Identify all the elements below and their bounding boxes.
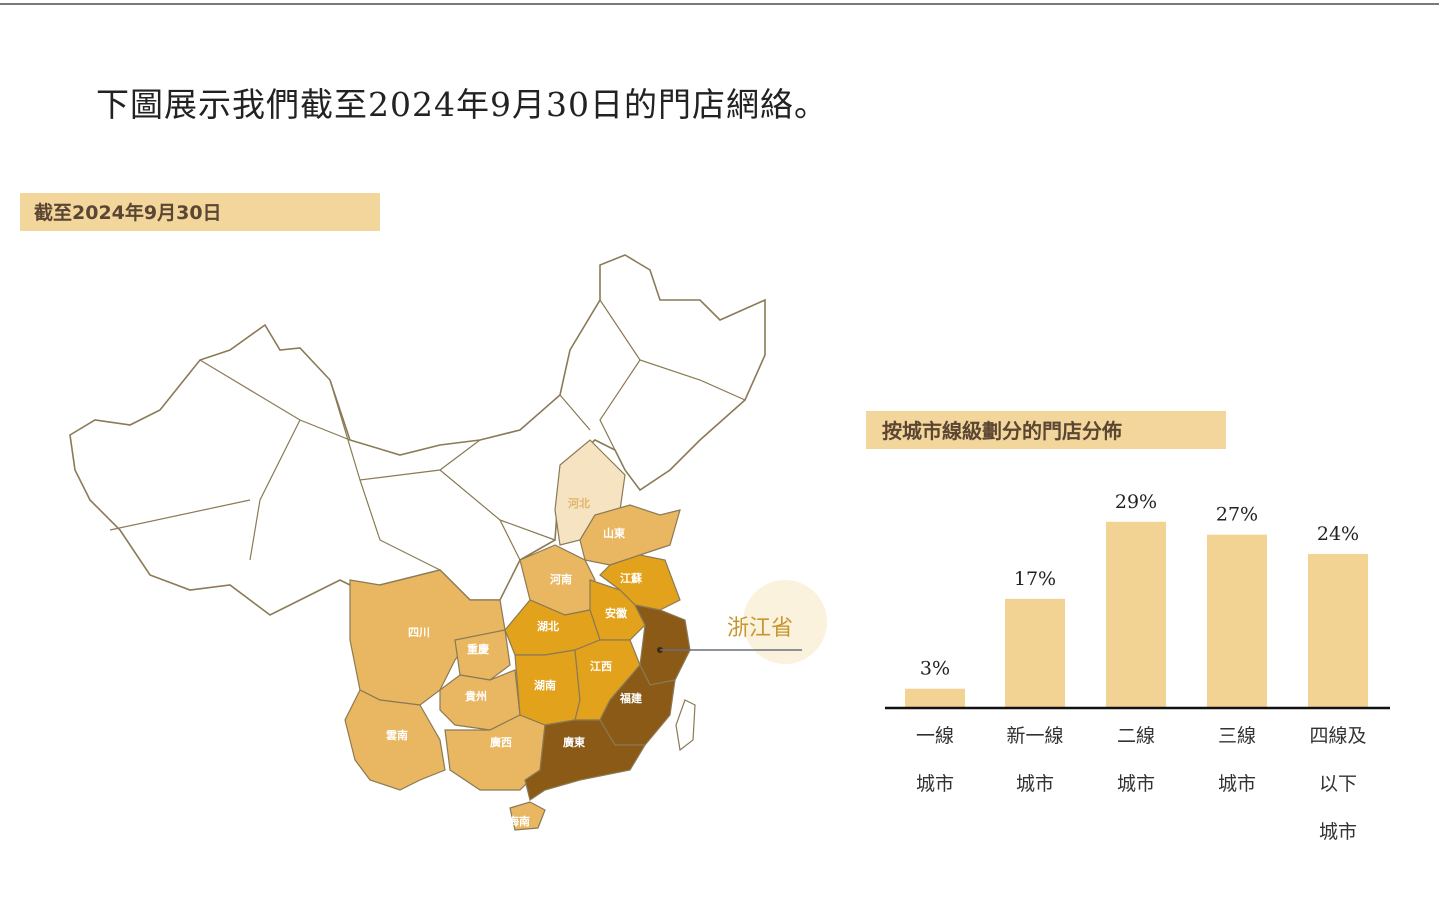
label-guangxi: 廣西 (490, 735, 512, 749)
category-label: 城市 (1016, 773, 1054, 795)
bar-1 (1005, 598, 1065, 708)
taiwan (675, 699, 696, 752)
value-label: 3% (920, 658, 950, 680)
page-heading: 下圖展示我們截至2024年9月30日的門店網絡。 (96, 85, 828, 124)
label-sichuan: 四川 (408, 626, 430, 639)
bar-2 (1106, 521, 1166, 708)
category-label: 城市 (1117, 773, 1155, 795)
label-jiangsu: 江蘇 (620, 571, 642, 585)
inner-borders (109, 299, 746, 571)
bar-0 (905, 688, 965, 708)
category-label: 以下 (1319, 773, 1357, 795)
label-hainan: 海南 (508, 814, 530, 828)
bar-4 (1308, 553, 1368, 708)
zhejiang-callout: 浙江省 (727, 616, 794, 641)
label-fujian: 福建 (619, 691, 643, 705)
category-label: 城市 (1218, 773, 1256, 795)
bar-3 (1207, 534, 1267, 708)
category-label: 新一線 (1006, 725, 1063, 747)
province-labels: 河北 山東 河南 江蘇 安徽 湖北 湖南 江西 四川 重慶 貴州 雲南 廣西 廣… (386, 496, 643, 828)
highlight-glow (743, 580, 827, 664)
label-henan: 河南 (550, 572, 572, 586)
category-label: 三線 (1218, 725, 1256, 747)
label-hebei: 河北 (568, 496, 590, 510)
province-chongqing (454, 629, 511, 681)
category-label: 城市 (916, 773, 954, 795)
category-label: 四線及 (1309, 725, 1366, 747)
label-guizhou: 貴州 (465, 689, 487, 703)
value-label: 24% (1317, 523, 1359, 545)
label-chongqing: 重慶 (467, 642, 489, 656)
label-yunnan: 雲南 (386, 728, 408, 742)
value-label: 17% (1014, 568, 1056, 590)
label-shandong: 山東 (603, 526, 626, 540)
chart-title: 按城市線級劃分的門店分佈 (866, 411, 1226, 449)
province-hainan (509, 801, 546, 831)
province-shandong (579, 504, 681, 566)
label-guangdong: 廣東 (563, 735, 586, 749)
province-guangdong (524, 719, 647, 801)
label-hunan: 湖南 (534, 678, 556, 692)
top-divider (0, 3, 1439, 5)
map-date-tag: 截至2024年9月30日 (20, 193, 380, 231)
label-anhui: 安徽 (605, 606, 628, 620)
value-label: 29% (1115, 491, 1157, 513)
category-label: 二線 (1117, 725, 1155, 747)
value-label: 27% (1216, 504, 1258, 526)
china-outline (69, 254, 766, 616)
category-label: 一線 (916, 725, 954, 747)
category-label: 城市 (1319, 821, 1357, 843)
province-yunnan (344, 689, 446, 791)
label-jiangxi: 江西 (590, 659, 612, 673)
label-hubei: 湖北 (537, 619, 559, 633)
